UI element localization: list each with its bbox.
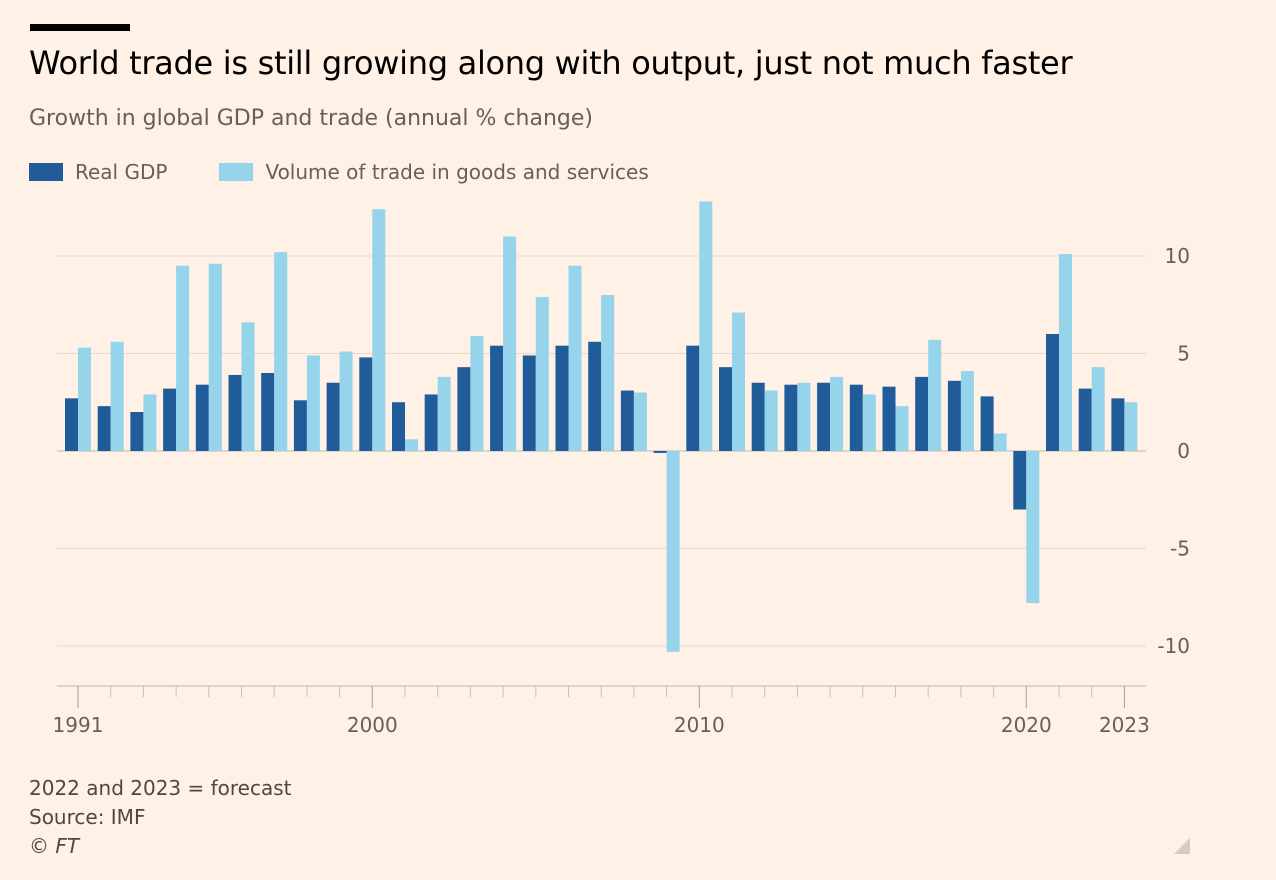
legend-item-gdp: Real GDP [29,160,167,184]
bar-trade [960,371,974,451]
bar-gdp [947,380,961,451]
bar-gdp [261,373,275,451]
x-tick-label: 2010 [674,713,725,737]
bar-trade [601,295,615,451]
bar-gdp [620,390,634,451]
bar-trade [470,335,484,451]
bar-gdp [817,382,831,451]
bar-gdp [653,451,667,453]
bar-gdp [1013,451,1027,510]
legend-label-trade: Volume of trade in goods and services [265,160,649,184]
bar-trade [110,341,124,451]
bar-trade [78,347,91,451]
brand-bar [30,24,130,31]
bar-trade [764,390,778,451]
bar-gdp [1078,388,1092,451]
bar-trade [993,433,1007,451]
y-tick-label: 5 [1177,342,1190,366]
chart-subtitle: Growth in global GDP and trade (annual %… [29,106,593,131]
bar-trade [1124,402,1138,451]
x-tick-label: 1991 [53,713,104,737]
bar-trade [895,406,909,451]
bar-trade [633,392,647,451]
bar-trade [241,322,255,451]
bar-gdp [424,394,438,451]
source-note: Source: IMF [29,805,146,829]
legend-label-gdp: Real GDP [75,160,168,184]
bar-gdp [97,406,111,451]
bar-gdp [457,367,471,451]
bar-gdp [65,398,78,451]
x-tick-label: 2000 [347,713,398,737]
y-tick-label: -10 [1157,634,1190,658]
bar-gdp [751,382,765,451]
bar-chart: 10 5 0 -5 -10 1991 2000 2010 2020 2023 [53,201,1190,737]
bar-trade [274,252,288,451]
bar-gdp [1111,398,1125,451]
chart-title: World trade is still growing along with … [29,44,1073,82]
bar-gdp [359,357,373,451]
x-tick-label: 2023 [1099,713,1150,737]
legend: Real GDP Volume of trade in goods and se… [29,158,701,186]
bar-trade [1059,254,1072,451]
bar-gdp [588,341,602,451]
bar-gdp [1046,334,1059,451]
bar-gdp [849,384,863,451]
bar-gdp [392,402,405,451]
bar-trade [568,265,582,451]
bar-gdp [195,384,209,451]
bar-gdp [228,374,242,451]
forecast-note: 2022 and 2023 = forecast [29,776,292,800]
bar-trade [732,312,745,451]
bar-trade [1091,367,1105,451]
bar-trade [437,376,451,451]
y-tick-label: -5 [1170,537,1190,561]
bar-trade [143,394,157,451]
bar-gdp [784,384,798,451]
y-tick-label: 0 [1177,439,1190,463]
bar-trade [339,351,353,451]
bar-gdp [293,400,307,451]
bar-trade [306,355,320,451]
bar-trade [797,382,811,451]
bar-gdp [686,345,700,451]
bar-trade [928,339,942,451]
bar-trade [503,236,517,451]
bar-trade [699,201,713,451]
bar-gdp [719,367,732,451]
bar-gdp [130,412,144,451]
bar-gdp [163,388,177,451]
x-tick-label: 2020 [1001,713,1052,737]
legend-swatch-trade [219,163,254,181]
bar-trade [535,296,549,451]
bar-trade [208,263,222,451]
bar-gdp [326,382,340,451]
copyright-note: © FT [29,834,80,858]
footer: 2022 and 2023 = forecast Source: IMF © F… [29,774,292,861]
bar-gdp [915,376,929,451]
bar-gdp [555,345,569,451]
bar-trade [1026,451,1040,604]
legend-item-trade: Volume of trade in goods and services [219,160,649,184]
bar-trade [830,376,844,451]
bar-trade [862,394,876,451]
bar-trade [405,439,418,451]
bar-gdp [522,355,536,451]
bar-gdp [980,396,994,451]
bar-trade [372,209,386,451]
bar-gdp [882,386,896,451]
bar-trade [176,265,190,451]
bar-trade [666,451,680,652]
y-tick-label: 10 [1165,244,1190,268]
legend-swatch-gdp [29,163,63,181]
bar-gdp [490,345,504,451]
resize-handle-icon[interactable] [1174,838,1190,854]
